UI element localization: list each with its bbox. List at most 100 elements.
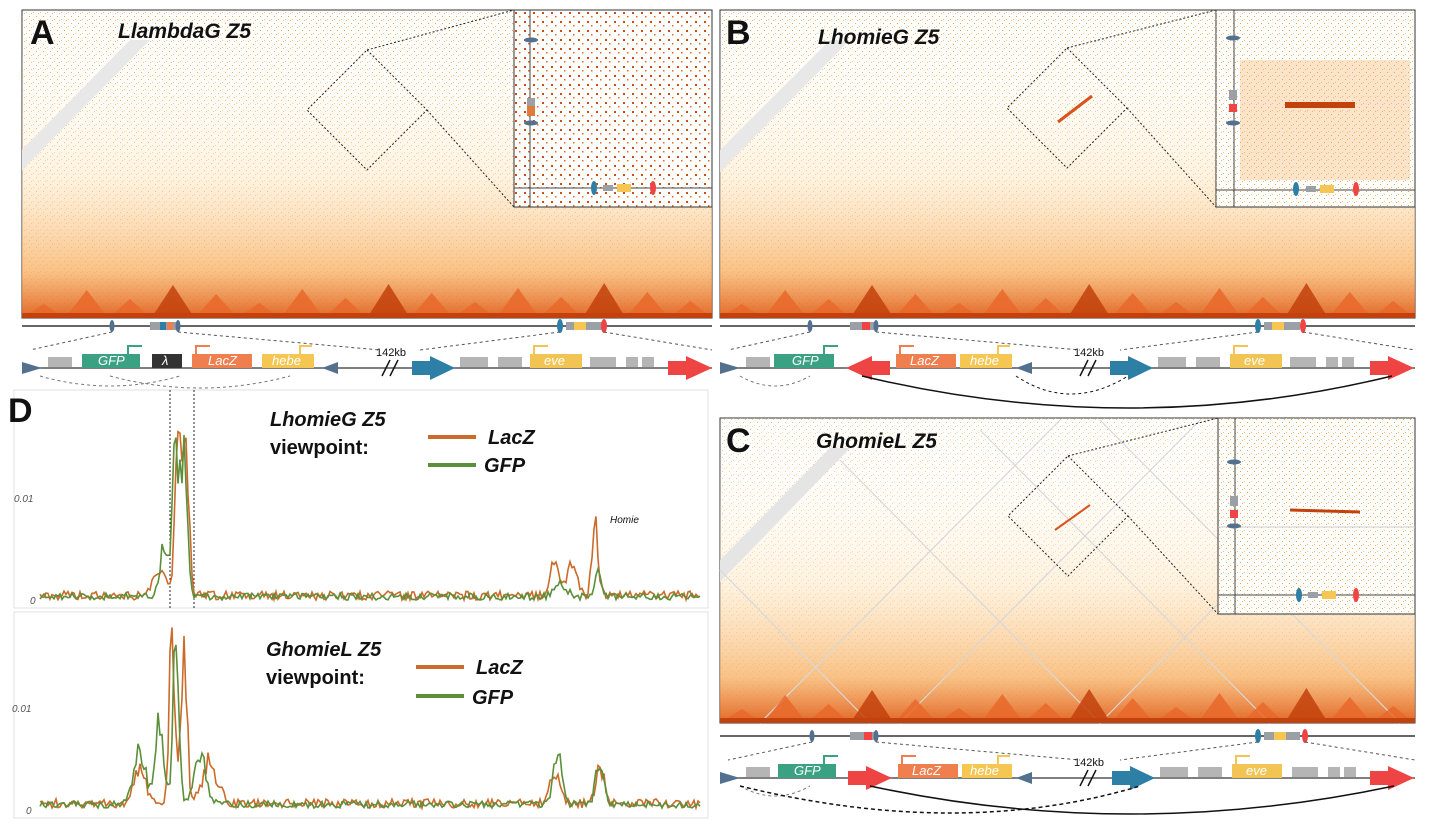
svg-text:142kb: 142kb	[1074, 347, 1104, 359]
ytick-1-top: 0.01	[14, 494, 33, 505]
ytick-1-zero: 0	[30, 596, 36, 607]
profile-2-gfp-line	[39, 644, 701, 810]
svg-text:LacZ: LacZ	[912, 763, 942, 778]
profile-1-lines	[39, 430, 701, 603]
tad-triangle	[1284, 283, 1329, 318]
viewpoint-1-label: viewpoint:	[270, 437, 369, 459]
tad-triangle	[625, 292, 669, 318]
svg-text:λ: λ	[161, 353, 168, 368]
tad-triangle	[893, 699, 938, 723]
hic-map-c-diagonal	[720, 448, 850, 582]
hic-map-c-roi	[1007, 455, 1129, 577]
tad-triangle	[1110, 293, 1155, 318]
hebe-box	[262, 354, 314, 368]
svg-text:GFP: GFP	[794, 763, 821, 778]
hic-map-a-diagonal	[22, 40, 150, 170]
panel-label-a: A	[30, 14, 55, 52]
panel-a: A LlambdaG Z5	[21, 9, 713, 319]
hic-map-a-tads	[22, 283, 712, 318]
tad-triangle	[893, 294, 938, 318]
svg-text:hebe: hebe	[272, 353, 301, 368]
inset-c-locus-markers	[1227, 459, 1359, 602]
tad-triangle	[763, 290, 807, 318]
svg-text:eve: eve	[1246, 763, 1267, 778]
hic-map-b-roi	[1006, 47, 1128, 169]
inset-b-locus-markers	[1226, 35, 1359, 196]
tad-triangle	[194, 294, 238, 318]
tad-triangle	[850, 690, 894, 723]
hic-diagonal-band	[720, 313, 1415, 318]
svg-text:LacZ: LacZ	[910, 353, 940, 368]
svg-text:eve: eve	[544, 353, 565, 368]
homie-annotation: Homie	[610, 515, 639, 526]
viewpoint-2-label: viewpoint:	[266, 667, 365, 689]
construct-a: GFP λ LacZ hebe 142kb eve	[22, 319, 713, 389]
hic-map-b-stripe	[1057, 94, 1093, 124]
panel-label-b: B	[726, 14, 751, 52]
panel-title-c: GhomieL Z5	[816, 430, 937, 453]
svg-text:hebe: hebe	[970, 763, 999, 778]
hic-diagonal-band	[22, 313, 712, 318]
svg-text:142kb: 142kb	[1074, 757, 1104, 769]
gfp-box	[82, 354, 140, 368]
legend-1-gfp: GFP	[484, 455, 526, 477]
hic-map-a-roi	[306, 49, 428, 171]
tad-triangle	[1328, 292, 1372, 318]
tad-triangle	[280, 289, 324, 318]
panel-d: D 0.01 0 0.01 0 LhomieG Z5 viewpoint: La…	[8, 389, 709, 819]
panel-c: C GhomieL Z5	[719, 417, 1416, 724]
hic-diagonal-band	[720, 718, 1415, 723]
svg-text:LacZ: LacZ	[208, 353, 238, 368]
tad-triangle	[151, 285, 195, 318]
tad-triangle	[1241, 702, 1285, 723]
tad-triangle	[763, 695, 807, 723]
tad-triangle	[65, 290, 109, 318]
tad-triangle	[1197, 693, 1242, 723]
tad-triangle	[539, 297, 583, 318]
panel-label-d: D	[8, 392, 33, 430]
tad-triangle	[410, 293, 454, 318]
tad-triangle	[1110, 698, 1155, 723]
svg-text:eve: eve	[1244, 353, 1265, 368]
hic-map-b-diagonal	[720, 40, 850, 172]
profile-1-gfp-line	[39, 434, 701, 603]
tad-triangle	[980, 289, 1025, 318]
tad-triangle	[980, 694, 1025, 723]
svg-text:hebe: hebe	[970, 353, 999, 368]
tad-triangle	[1067, 689, 1111, 723]
svg-text:142kb: 142kb	[376, 347, 406, 359]
panel-label-c: C	[726, 422, 751, 460]
tad-triangle	[850, 285, 894, 318]
profile-2-frame	[13, 611, 709, 819]
legend-2-lacz: LacZ	[476, 657, 523, 679]
tad-triangle	[1328, 697, 1372, 723]
hic-map-c-tads	[720, 688, 1415, 723]
lacz-box	[192, 354, 252, 368]
ytick-2-top: 0.01	[12, 704, 31, 715]
tad-triangle	[1067, 284, 1111, 318]
profile-1-frame	[13, 389, 709, 609]
panel-title-b: LhomieG Z5	[818, 26, 940, 49]
viewpoint-2-name: GhomieL Z5	[266, 639, 382, 661]
ytick-2-zero: 0	[26, 806, 32, 817]
panel-title-a: LlambdaG Z5	[118, 20, 251, 43]
tad-triangle	[1197, 288, 1242, 318]
legend-1-lacz: LacZ	[488, 427, 535, 449]
tad-triangle	[582, 283, 626, 318]
legend-2-gfp: GFP	[472, 687, 514, 709]
inset-a-locus-markers	[524, 37, 656, 195]
svg-text:GFP: GFP	[792, 353, 819, 368]
tad-triangle	[1284, 688, 1329, 723]
tad-triangle	[1241, 297, 1285, 318]
panel-b: B LhomieG Z5	[719, 9, 1416, 319]
viewpoint-1-name: LhomieG Z5	[270, 409, 386, 431]
construct-c: GFP LacZ hebe 142kb eve	[720, 729, 1416, 815]
construct-b: GFP LacZ hebe 142kb eve	[720, 319, 1416, 409]
profile-2-lines	[39, 627, 701, 812]
tad-triangle	[367, 284, 411, 318]
svg-text:GFP: GFP	[98, 353, 125, 368]
eve-box	[530, 354, 582, 368]
tad-triangle	[496, 288, 540, 318]
hic-map-b-tads	[720, 283, 1415, 318]
